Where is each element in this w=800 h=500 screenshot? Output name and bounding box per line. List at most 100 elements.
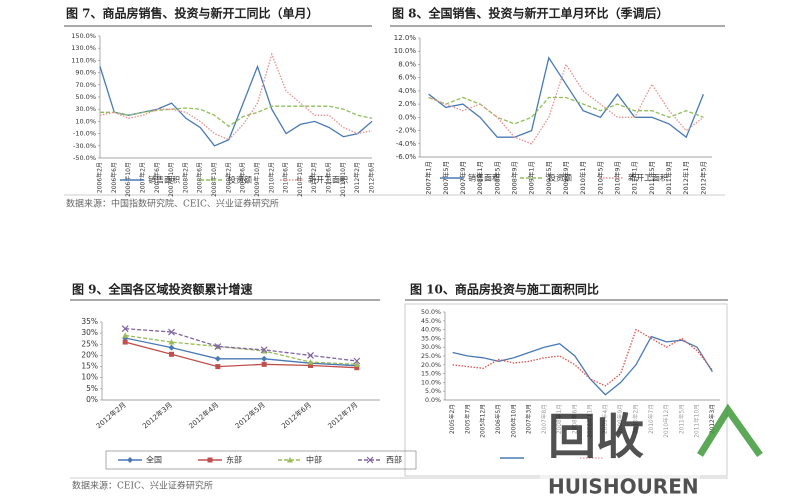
series-line	[428, 62, 704, 145]
y-tick-label: 130.0%	[71, 44, 96, 52]
y-tick-label: 30%	[81, 328, 98, 337]
x-tick-label: 2011年6月	[325, 162, 333, 193]
y-tick-label: 35.0%	[421, 335, 441, 342]
x-tick-label: 2012年3月	[708, 404, 716, 434]
y-tick-label: 10.0%	[394, 47, 417, 55]
y-tick-label: 90.0%	[75, 69, 96, 77]
x-tick-label: 2006年5月	[494, 404, 502, 434]
y-tick-label: 4.0%	[398, 87, 416, 95]
y-tick-label: 50.0%	[75, 93, 96, 101]
y-tick-label: 8.0%	[398, 60, 416, 68]
legend-label: 投资额	[548, 173, 572, 183]
marker	[122, 332, 129, 338]
x-tick-label: 2006年10月	[509, 404, 517, 438]
series-line	[428, 56, 705, 139]
legend-label: 东部	[226, 455, 242, 465]
marker	[308, 362, 313, 368]
legend-marker	[287, 457, 293, 463]
x-tick-label: 2008年6月	[196, 162, 204, 193]
x-tick-label: 2010年2月	[267, 162, 275, 193]
legend-marker	[207, 457, 213, 463]
y-tick-label: 10.0%	[421, 379, 441, 386]
x-tick-label: 2005年12月	[479, 404, 487, 438]
y-tick-label: 45.0%	[421, 318, 441, 325]
x-tick-label: 2012年1月	[681, 161, 690, 195]
y-tick-label: 0%	[86, 395, 98, 404]
y-tick-label: 6.0%	[398, 74, 416, 82]
legend-label: 销售面积	[148, 175, 180, 185]
marker	[215, 364, 221, 370]
marker	[214, 343, 222, 350]
y-tick-label: 0.0%	[398, 113, 416, 121]
x-tick-label: 2010年1月	[578, 161, 587, 195]
x-tick-label: 2012年4月	[187, 400, 221, 430]
y-tick-label: 30.0%	[421, 344, 441, 351]
x-tick-label: 2012年6月	[368, 162, 376, 193]
x-tick-label: 2012年2月	[353, 162, 361, 193]
series-line	[452, 328, 713, 387]
marker	[122, 339, 128, 345]
y-tick-label: -6.0%	[396, 153, 417, 161]
x-tick-label: 2012年3月	[140, 400, 174, 430]
series-line	[125, 334, 357, 365]
series-line	[100, 105, 373, 128]
y-tick-label: -4.0%	[396, 140, 417, 148]
y-tick-label: -2.0%	[396, 127, 417, 135]
x-tick-label: 2011年5月	[647, 161, 656, 195]
y-tick-label: 40.0%	[421, 327, 441, 334]
y-tick-label: -50.0%	[73, 154, 96, 162]
x-tick-label: 2011年9月	[664, 161, 673, 195]
x-tick-label: 2011年10月	[339, 162, 347, 197]
x-tick-label: 2008年9月	[509, 161, 518, 195]
y-tick-label: 35%	[81, 317, 98, 326]
watermark-backdrop	[540, 405, 700, 500]
x-tick-label: 2007年10月	[167, 162, 175, 197]
x-tick-label: 2012年2月	[94, 400, 128, 430]
x-tick-label: 2009年10月	[253, 162, 261, 197]
series-line	[125, 328, 357, 362]
marker	[261, 361, 267, 367]
x-tick-label: 2008年1月	[475, 161, 484, 195]
marker	[168, 328, 175, 336]
x-tick-label: 2006年2月	[96, 162, 104, 193]
x-tick-label: 2009年6月	[239, 162, 247, 193]
y-tick-label: 0.0%	[425, 397, 441, 404]
y-tick-label: 20%	[81, 350, 98, 359]
marker	[307, 359, 314, 365]
y-tick-label: -10.0%	[73, 130, 96, 138]
y-tick-label: 15.0%	[421, 371, 441, 378]
watermark-subtext: HUISHOUREN	[548, 475, 699, 499]
marker	[261, 355, 268, 362]
y-tick-label: 12.0%	[394, 34, 417, 42]
x-tick-label: 2006年6月	[110, 162, 118, 193]
marker	[169, 351, 174, 357]
y-tick-label: 15%	[81, 362, 98, 371]
y-tick-label: 2.0%	[398, 100, 416, 108]
x-tick-label: 2007年6月	[153, 162, 161, 193]
legend-label: 中部	[306, 455, 322, 465]
marker	[168, 339, 175, 345]
chart-title: 图 7、商品房销售、投资与新开工同比（单月）	[66, 6, 319, 21]
y-tick-label: 10%	[81, 373, 98, 382]
legend-label: 新开工面积	[628, 173, 668, 183]
chart-title: 图 9、全国各区域投资额累计增速	[72, 282, 253, 297]
y-tick-label: 25%	[81, 339, 98, 348]
marker	[354, 365, 360, 371]
series-line	[428, 96, 704, 125]
legend-marker	[127, 457, 133, 463]
y-tick-label: 20.0%	[421, 362, 441, 369]
x-tick-label: 2010年6月	[282, 162, 290, 193]
legend-label: 新开工面积	[308, 175, 348, 185]
y-tick-label: 10.0%	[75, 117, 96, 125]
x-tick-label: 2012年6月	[279, 400, 313, 430]
series-line	[99, 52, 373, 141]
series-line	[125, 341, 357, 369]
x-tick-label: 2011年2月	[310, 162, 318, 193]
y-tick-label: 70.0%	[75, 81, 96, 89]
x-tick-label: 2011年1月	[630, 161, 639, 195]
y-tick-label: 150.0%	[71, 32, 96, 40]
x-tick-label: 2007年3月	[525, 404, 533, 434]
watermark: 回收 HUISHOUREN	[540, 403, 763, 500]
watermark-text: 回收	[548, 409, 644, 465]
